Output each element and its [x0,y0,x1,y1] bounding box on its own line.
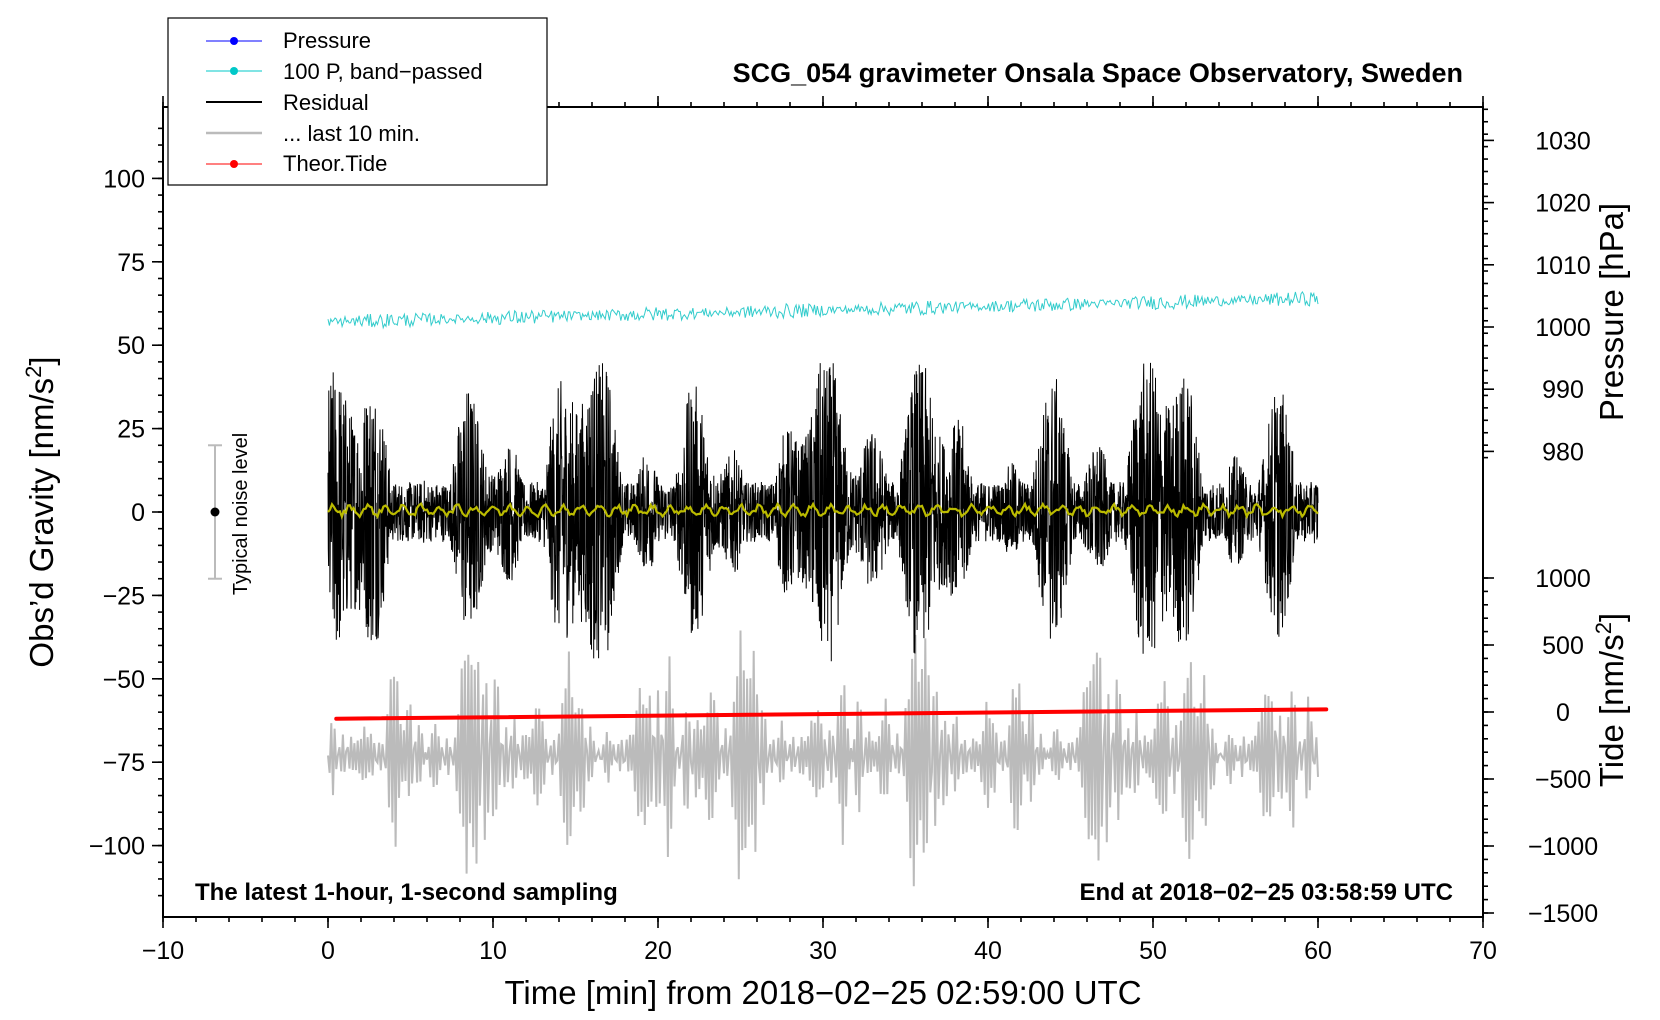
series-theor-tide [334,707,1329,721]
x-tick-label: 40 [974,937,1002,965]
tide-tick-label: 1000 [1535,565,1591,593]
legend-entry-bandpassed: 100 P, band−passed [206,59,483,84]
noise-level-indicator: Typical noise level [208,433,252,595]
legend-entry-theortide: Theor.Tide [206,151,387,176]
legend-entry-residual: Residual [206,90,369,115]
noise-level-label: Typical noise level [230,433,252,595]
y-tick-label: −25 [103,582,145,610]
x-tick-label: 50 [1139,937,1167,965]
series-last-10-min [327,630,1319,887]
ticks-layer: −10 0 10 20 30 40 50 60 701007550250−25−50−75−10… [89,96,1598,965]
series-bandpassed-pressure [327,290,1319,330]
y-tick-label: −100 [89,833,145,861]
pressure-tick-label: 1030 [1535,127,1591,155]
y-tick-label: 100 [103,165,145,193]
svg-text:... last 10 min.: ... last 10 min. [283,121,420,146]
svg-text:100 P, band−passed: 100 P, band−passed [283,59,483,84]
legend-entry-last10min: ... last 10 min. [206,121,420,146]
x-axis-label: Time [min] from 2018−02−25 02:59:00 UTC [504,974,1141,1011]
y-tick-label: −75 [103,749,145,777]
bottom-right-note: End at 2018−02−25 03:58:59 UTC [1079,879,1453,906]
tide-tick-label: 0 [1556,699,1570,727]
x-tick-label: −10 [142,937,184,965]
noise-level-dot [210,507,220,517]
tide-tick-label: −500 [1535,766,1591,794]
series-residual [327,362,1319,662]
y-tick-label: −50 [103,666,145,694]
x-tick-label: 0 [321,937,335,965]
svg-text:Theor.Tide: Theor.Tide [283,151,387,176]
x-tick-label: 30 [809,937,837,965]
pressure-tick-label: 1020 [1535,190,1591,218]
pressure-tick-label: 1010 [1535,252,1591,280]
svg-text:Residual: Residual [283,90,369,115]
y-axis-label-pressure: Pressure [hPa] [1593,203,1630,421]
pressure-tick-label: 980 [1542,438,1584,466]
series-layer [327,290,1329,887]
x-tick-label: 60 [1304,937,1332,965]
tide-tick-label: −1000 [1528,833,1598,861]
chart-title: SCG_054 gravimeter Onsala Space Observat… [733,58,1463,88]
y-tick-label: 25 [117,416,145,444]
svg-text:Pressure: Pressure [283,28,371,53]
legend: Pressure 100 P, band−passed Residual ...… [167,17,548,186]
y-axis-label-left: Obs’d Gravity [nm/s2] [21,356,60,667]
x-tick-label: 10 [479,937,507,965]
pressure-tick-label: 990 [1542,376,1584,404]
pressure-tick-label: 1000 [1535,314,1591,342]
legend-entry-pressure: Pressure [206,28,371,53]
series-residual-smoothed [327,501,1319,520]
y-tick-label: 50 [117,332,145,360]
y-tick-label: 75 [117,249,145,277]
tide-tick-label: 500 [1542,632,1584,660]
bottom-left-note: The latest 1-hour, 1-second sampling [195,879,618,906]
tide-tick-label: −1500 [1528,900,1598,928]
y-axis-label-tide: Tide [nm/s2] [1591,613,1630,787]
x-tick-label: 70 [1469,937,1497,965]
y-tick-label: 0 [131,499,145,527]
x-tick-label: 20 [644,937,672,965]
